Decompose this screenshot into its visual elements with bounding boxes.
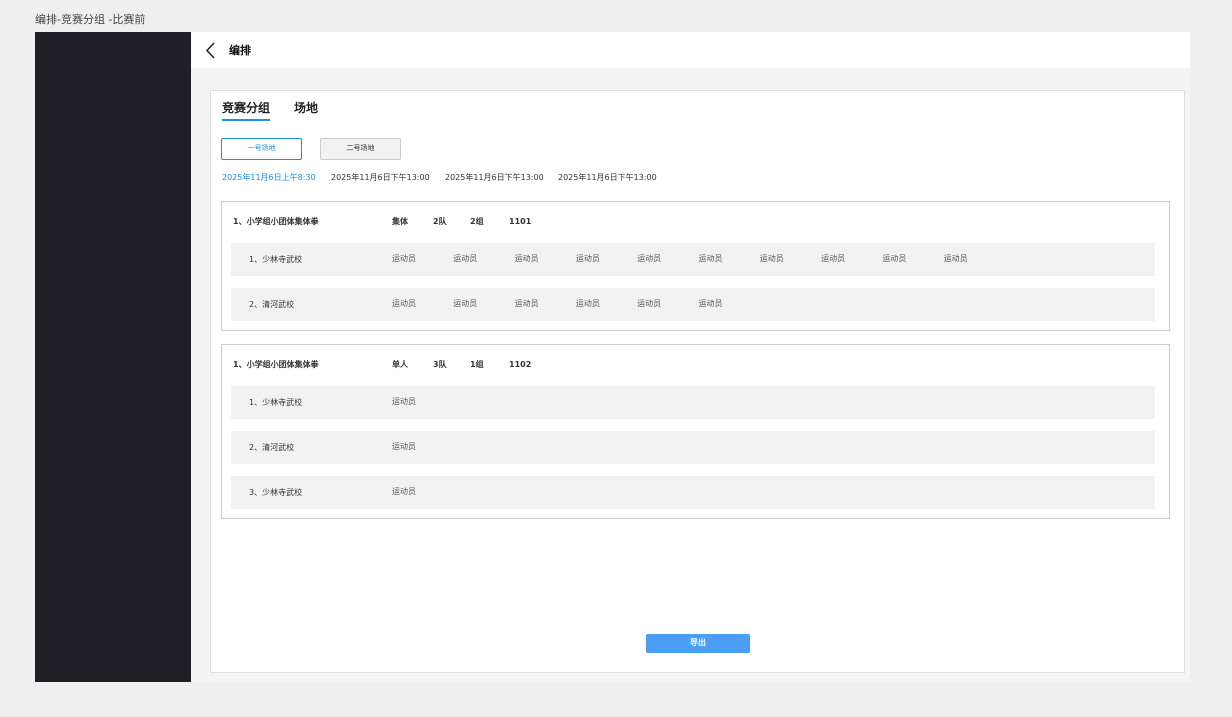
team-label: 1、少林寺武校 <box>249 255 303 264</box>
venue-button[interactable] <box>221 138 302 160</box>
athlete[interactable]: 运动员 <box>698 299 723 308</box>
athlete[interactable]: 运动员 <box>392 397 416 406</box>
team-row <box>231 476 1155 509</box>
group-groups: 2组 <box>470 217 484 226</box>
group-teams: 2队 <box>433 217 447 226</box>
sidebar <box>35 32 191 682</box>
group-code: 1102 <box>509 360 532 369</box>
athlete[interactable]: 运动员 <box>943 254 968 263</box>
athlete[interactable]: 运动员 <box>392 254 416 263</box>
team-label: 2、清河武校 <box>249 300 295 309</box>
session[interactable]: 2025年11月6日下午13:00 <box>558 173 657 182</box>
back-arrow[interactable] <box>205 42 217 59</box>
group-code: 1101 <box>509 217 532 226</box>
team-row <box>231 288 1155 321</box>
group-name: 1、小学组小团体集体拳 <box>233 217 319 226</box>
athlete[interactable]: 运动员 <box>453 299 478 308</box>
athlete[interactable]: 运动员 <box>392 442 416 451</box>
team-label: 2、清河武校 <box>249 443 295 452</box>
athlete[interactable]: 运动员 <box>575 254 600 263</box>
session[interactable]: 2025年11月6日下午13:00 <box>445 173 544 182</box>
tab[interactable]: 竞赛分组 <box>222 101 271 115</box>
page-title: 编排-竞赛分组 -比赛前 <box>35 13 146 26</box>
athlete[interactable]: 运动员 <box>575 299 600 308</box>
venue-label: 二号场地 <box>346 144 375 152</box>
venue-button[interactable] <box>320 138 401 160</box>
group-teams: 3队 <box>433 360 447 369</box>
export-label: 导出 <box>690 638 706 647</box>
athlete[interactable]: 运动员 <box>759 254 784 263</box>
athlete[interactable]: 运动员 <box>453 254 478 263</box>
group-kind: 单人 <box>392 360 408 369</box>
athlete[interactable]: 运动员 <box>821 254 846 263</box>
team-label: 3、少林寺武校 <box>249 488 303 497</box>
export-button[interactable] <box>646 634 750 653</box>
group-kind: 集体 <box>392 217 408 226</box>
athlete[interactable]: 运动员 <box>637 254 662 263</box>
session[interactable]: 2025年11月6日下午13:00 <box>331 173 430 182</box>
group-groups: 1组 <box>470 360 484 369</box>
group-name: 1、小学组小团体集体拳 <box>233 360 319 369</box>
team-row <box>231 243 1155 276</box>
athlete[interactable]: 运动员 <box>514 254 539 263</box>
athlete[interactable]: 运动员 <box>882 254 907 263</box>
team-row <box>231 431 1155 464</box>
header: 编排 <box>191 32 1190 68</box>
athlete[interactable]: 运动员 <box>392 487 416 496</box>
team-label: 1、少林寺武校 <box>249 398 303 407</box>
tab-underline <box>222 119 270 121</box>
tab[interactable]: 场地 <box>294 101 319 115</box>
session[interactable]: 2025年11月6日上午8:30 <box>222 173 316 182</box>
team-row <box>231 386 1155 419</box>
athlete[interactable]: 运动员 <box>637 299 662 308</box>
athlete[interactable]: 运动员 <box>392 299 416 308</box>
athlete[interactable]: 运动员 <box>514 299 539 308</box>
athlete[interactable]: 运动员 <box>698 254 723 263</box>
venue-label: 一号场地 <box>247 144 276 152</box>
header-title: 编排 <box>229 44 251 57</box>
